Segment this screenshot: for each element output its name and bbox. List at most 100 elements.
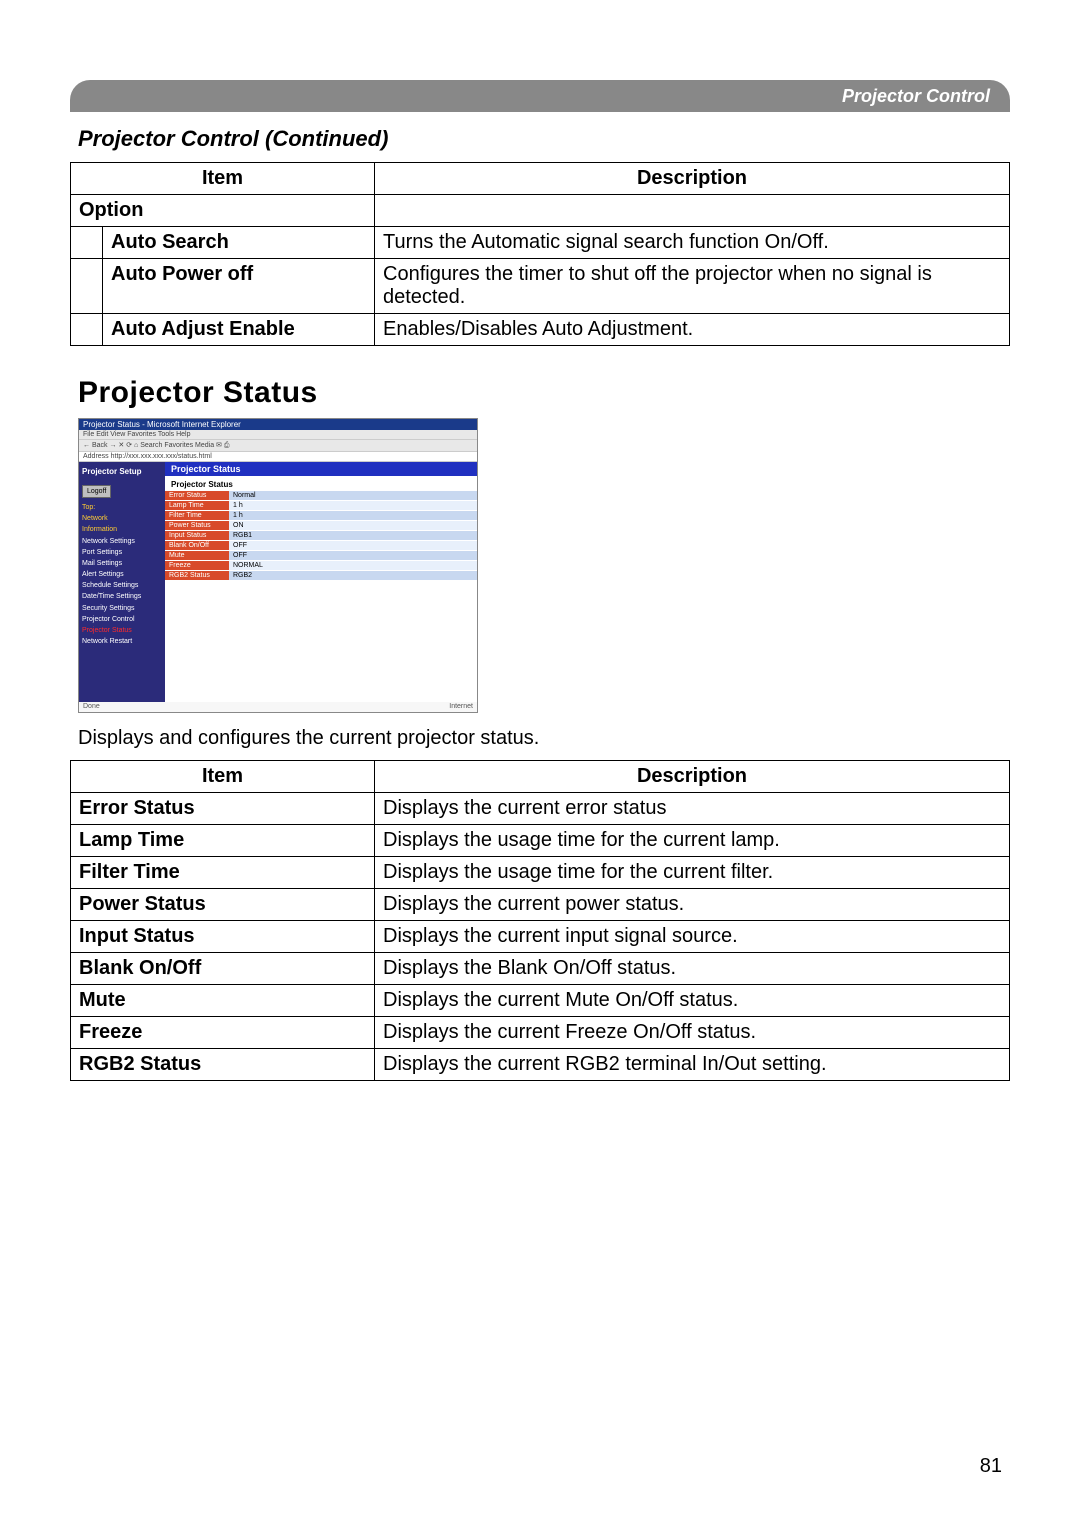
item-cell: Auto Power off — [103, 259, 375, 314]
col-item: Item — [71, 761, 375, 793]
page-number: 81 — [980, 1455, 1002, 1478]
desc-cell: Displays the current RGB2 terminal In/Ou… — [375, 1049, 1010, 1081]
desc-cell: Enables/Disables Auto Adjustment. — [375, 314, 1010, 346]
status-val: ON — [229, 521, 477, 531]
item-cell: Mute — [71, 985, 375, 1017]
group-desc-empty — [375, 195, 1010, 227]
status-key: Lamp Time — [165, 501, 229, 511]
table-row: RGB2 StatusDisplays the current RGB2 ter… — [71, 1049, 1010, 1081]
table-row: Auto Adjust Enable Enables/Disables Auto… — [71, 314, 1010, 346]
main-panel: Projector Status Projector Status Error … — [165, 462, 477, 702]
status-key: Blank On/Off — [165, 541, 229, 551]
page: Projector Control Projector Control (Con… — [0, 0, 1080, 1532]
sidebar-item[interactable]: Port Settings — [82, 547, 162, 558]
item-cell: Filter Time — [71, 857, 375, 889]
indent-cell — [71, 259, 103, 314]
group-row: Option — [71, 195, 1010, 227]
desc-cell: Displays the current error status — [375, 793, 1010, 825]
panel-header: Projector Status — [165, 462, 477, 476]
window-address: Address http://xxx.xxx.xxx.xxx/status.ht… — [79, 452, 477, 462]
table-row: Filter TimeDisplays the usage time for t… — [71, 857, 1010, 889]
sidebar-item[interactable]: Network Settings — [82, 536, 162, 547]
sidebar-item[interactable]: Date/Time Settings — [82, 591, 162, 602]
desc-cell: Displays the current Freeze On/Off statu… — [375, 1017, 1010, 1049]
desc-cell: Displays the Blank On/Off status. — [375, 953, 1010, 985]
status-key: Filter Time — [165, 511, 229, 521]
section-title-continued: Projector Control (Continued) — [78, 126, 1010, 152]
window-title: Projector Status - Microsoft Internet Ex… — [79, 419, 477, 430]
header-bar-label: Projector Control — [842, 86, 990, 107]
status-left: Done — [83, 703, 100, 710]
table-row: Auto Power off Configures the timer to s… — [71, 259, 1010, 314]
item-cell: Auto Search — [103, 227, 375, 259]
section-heading: Projector Status — [78, 376, 1010, 410]
sidebar: Projector Setup Logoff Top: Network Info… — [79, 462, 165, 702]
sidebar-item-active[interactable]: Projector Status — [82, 625, 162, 636]
status-val: RGB2 — [229, 571, 477, 581]
indent-cell — [71, 314, 103, 346]
sidebar-item[interactable]: Alert Settings — [82, 569, 162, 580]
table-header-row: Item Description — [71, 163, 1010, 195]
group-label: Option — [71, 195, 375, 227]
sidebar-item[interactable]: Network Restart — [82, 636, 162, 647]
window-body: Projector Setup Logoff Top: Network Info… — [79, 462, 477, 702]
panel-subheader: Projector Status — [165, 476, 477, 491]
status-key: Power Status — [165, 521, 229, 531]
sidebar-item[interactable]: Mail Settings — [82, 558, 162, 569]
table-row: Auto Search Turns the Automatic signal s… — [71, 227, 1010, 259]
table-row: Blank On/OffDisplays the Blank On/Off st… — [71, 953, 1010, 985]
item-cell: RGB2 Status — [71, 1049, 375, 1081]
desc-cell: Displays the usage time for the current … — [375, 825, 1010, 857]
desc-cell: Displays the current input signal source… — [375, 921, 1010, 953]
item-cell: Lamp Time — [71, 825, 375, 857]
status-key: Mute — [165, 551, 229, 561]
table-row: Lamp TimeDisplays the usage time for the… — [71, 825, 1010, 857]
desc-cell: Displays the current power status. — [375, 889, 1010, 921]
status-val: Normal — [229, 491, 477, 501]
lead-text: Displays and configures the current proj… — [78, 727, 1010, 750]
table-row: Power StatusDisplays the current power s… — [71, 889, 1010, 921]
desc-cell: Configures the timer to shut off the pro… — [375, 259, 1010, 314]
status-val: OFF — [229, 541, 477, 551]
sidebar-item[interactable]: Schedule Settings — [82, 580, 162, 591]
sidebar-item[interactable]: Projector Control — [82, 614, 162, 625]
item-cell: Blank On/Off — [71, 953, 375, 985]
status-key: Error Status — [165, 491, 229, 501]
status-val: 1 h — [229, 511, 477, 521]
window-menu: File Edit View Favorites Tools Help — [79, 430, 477, 439]
sidebar-brand: Projector Setup — [82, 466, 162, 479]
status-table: Item Description Error StatusDisplays th… — [70, 760, 1010, 1081]
item-cell: Input Status — [71, 921, 375, 953]
item-cell: Auto Adjust Enable — [103, 314, 375, 346]
indent-cell — [71, 227, 103, 259]
item-cell: Error Status — [71, 793, 375, 825]
window-statusbar: Done Internet — [83, 703, 473, 710]
item-cell: Power Status — [71, 889, 375, 921]
col-description: Description — [375, 163, 1010, 195]
status-val: RGB1 — [229, 531, 477, 541]
desc-cell: Turns the Automatic signal search functi… — [375, 227, 1010, 259]
col-item: Item — [71, 163, 375, 195]
desc-cell: Displays the usage time for the current … — [375, 857, 1010, 889]
status-key: Freeze — [165, 561, 229, 571]
item-cell: Freeze — [71, 1017, 375, 1049]
status-key: Input Status — [165, 531, 229, 541]
sidebar-item[interactable]: Top: — [82, 502, 162, 513]
sidebar-item[interactable]: Network — [82, 513, 162, 524]
table-row: MuteDisplays the current Mute On/Off sta… — [71, 985, 1010, 1017]
table-row: Input StatusDisplays the current input s… — [71, 921, 1010, 953]
header-bar: Projector Control — [70, 80, 1010, 112]
status-val: OFF — [229, 551, 477, 561]
window-toolbar: ← Back → ✕ ⟳ ⌂ Search Favorites Media ✉ … — [79, 439, 477, 452]
status-key: RGB2 Status — [165, 571, 229, 581]
table-header-row: Item Description — [71, 761, 1010, 793]
desc-cell: Displays the current Mute On/Off status. — [375, 985, 1010, 1017]
sidebar-item[interactable]: Information — [82, 524, 162, 535]
status-val: NORMAL — [229, 561, 477, 571]
sidebar-item[interactable]: Security Settings — [82, 603, 162, 614]
logoff-button[interactable]: Logoff — [82, 485, 111, 498]
status-right: Internet — [449, 703, 473, 710]
option-table: Item Description Option Auto Search Turn… — [70, 162, 1010, 346]
table-row: Error StatusDisplays the current error s… — [71, 793, 1010, 825]
col-description: Description — [375, 761, 1010, 793]
